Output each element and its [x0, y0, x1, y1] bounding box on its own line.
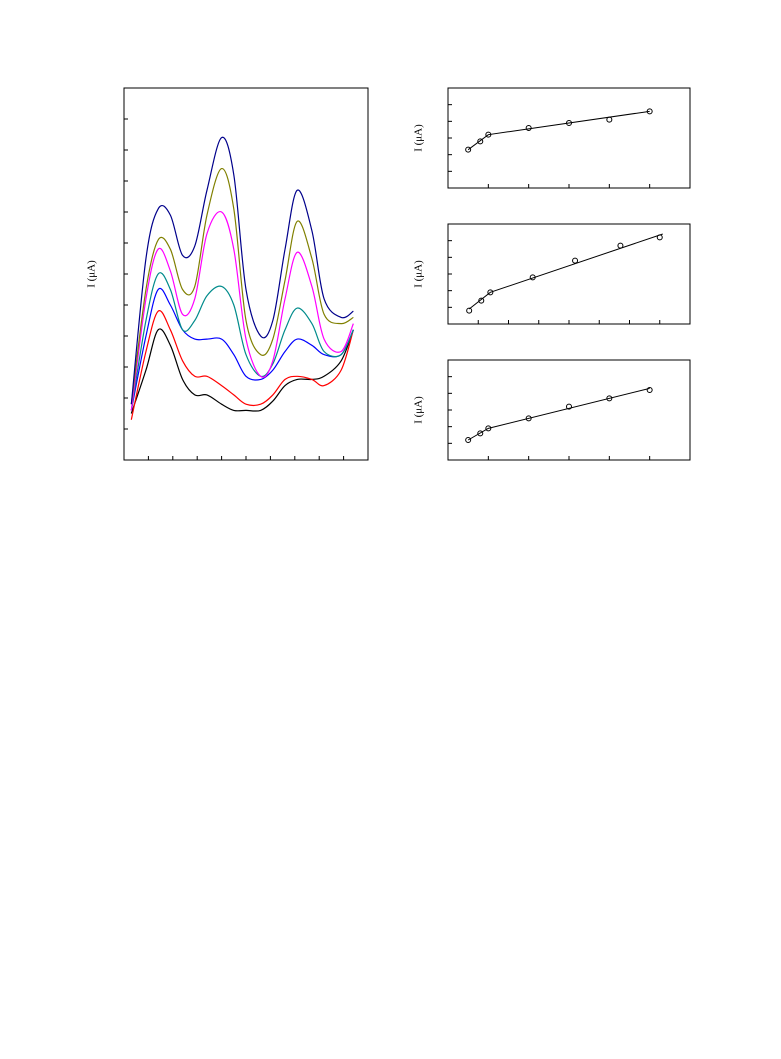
data-point — [646, 108, 653, 115]
data-point — [465, 146, 472, 153]
data-point — [656, 234, 663, 241]
plot-frame — [447, 223, 691, 325]
fit-line — [467, 387, 650, 441]
data-point — [466, 307, 473, 314]
voltammogram-curve — [130, 272, 354, 411]
data-point — [487, 289, 494, 296]
voltammogram-curve — [130, 287, 354, 411]
data-point — [477, 430, 484, 437]
data-point — [525, 125, 532, 131]
voltammogram-curve — [130, 136, 354, 405]
data-point — [485, 425, 492, 432]
data-point — [477, 138, 484, 145]
fit-line — [467, 110, 650, 151]
voltammogram-curve — [130, 211, 354, 411]
data-point — [485, 131, 492, 138]
data-point — [617, 242, 624, 249]
y-axis-label: I (μA) — [413, 396, 425, 424]
data-point — [606, 116, 613, 123]
y-axis-label: I (μA) — [86, 260, 98, 288]
data-point — [525, 415, 532, 422]
voltammogram-curve — [130, 168, 354, 405]
data-point — [529, 274, 536, 281]
data-point — [646, 387, 653, 393]
data-point — [465, 437, 472, 443]
y-axis-label: I (μA) — [413, 260, 425, 288]
data-point — [566, 120, 572, 126]
plot-frame — [447, 359, 691, 461]
voltammogram-curve — [130, 310, 354, 420]
data-point — [606, 395, 613, 402]
y-axis-label: I (μA) — [413, 124, 425, 152]
data-point — [478, 297, 485, 304]
data-point — [572, 257, 579, 264]
fit-line — [468, 233, 663, 310]
data-point — [566, 403, 572, 410]
